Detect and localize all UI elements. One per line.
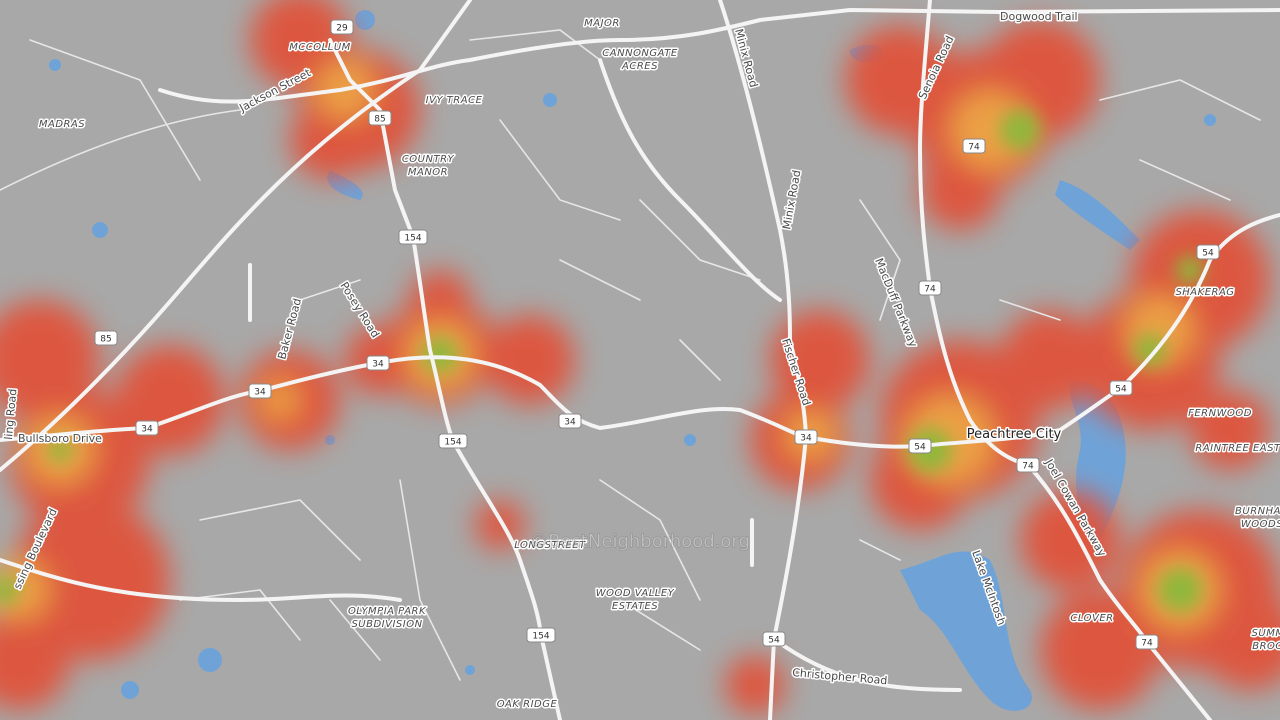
place-label: MCCOLLUM <box>289 42 351 53</box>
city-label: Peachtree City <box>967 427 1062 442</box>
shield-label: 54 <box>1115 385 1127 395</box>
road-label: Dogwood Trail <box>1000 10 1078 23</box>
shields: 29 85 85 154 154 154 34 34 34 34 34 54 54 54 54 74 74 74 7… <box>94 19 1220 650</box>
place-label: FERNWOOD <box>1188 408 1252 419</box>
place-label: OAK RIDGE <box>497 699 558 710</box>
place-label: WOODS <box>1241 519 1280 530</box>
shield <box>368 110 392 126</box>
shield <box>1016 457 1040 473</box>
shield-label: 74 <box>924 285 936 295</box>
shield <box>794 429 818 445</box>
shield <box>1135 634 1159 650</box>
shield <box>94 330 118 346</box>
shield-label: 54 <box>768 636 780 646</box>
place-label: ACRES <box>621 61 658 72</box>
shield <box>558 413 582 429</box>
shield-label: 74 <box>1022 462 1034 472</box>
shield-label: 54 <box>1202 249 1214 259</box>
place-label: COUNTRY <box>402 154 455 165</box>
road-label: ling Road <box>2 388 19 440</box>
place-label: LONGSTREET <box>514 540 586 551</box>
place-label: IVY TRACE <box>426 95 483 106</box>
place-label: MAJOR <box>584 18 620 29</box>
shield-label: 154 <box>404 234 421 244</box>
place-label: RAINTREE EAST <box>1195 443 1280 454</box>
shield <box>908 438 932 454</box>
shield <box>330 19 354 35</box>
shield-label: 34 <box>564 418 576 428</box>
place-label: WOOD VALLEY <box>596 588 675 599</box>
shield-label: 34 <box>800 434 812 444</box>
shield-label: 29 <box>336 24 348 34</box>
shield-label: 85 <box>100 335 111 345</box>
minor-roads <box>0 29 1261 681</box>
place-label: SHAKERAG <box>1175 287 1234 298</box>
road-label: Bullsboro Drive <box>18 432 102 445</box>
shield <box>366 355 390 371</box>
shield-label: 54 <box>914 443 926 453</box>
shield-label: 34 <box>372 360 384 370</box>
place-label: ESTATES <box>612 601 658 612</box>
place-label: MANOR <box>408 167 448 178</box>
shield <box>762 631 786 647</box>
shield-label: 154 <box>532 632 549 642</box>
place-label: BROO <box>1252 641 1280 652</box>
place-label: CANNONGATE <box>602 48 678 59</box>
place-label: MADRAS <box>39 119 85 130</box>
shield <box>135 420 159 436</box>
shield <box>962 138 986 154</box>
shield-label: 74 <box>968 143 980 153</box>
place-label: CLOVER <box>1070 613 1113 624</box>
place-label: OLYMPIA PARK <box>348 606 427 617</box>
shield <box>248 383 272 399</box>
shield-label: 74 <box>1141 639 1153 649</box>
shield-label: 34 <box>254 388 266 398</box>
place-label: SUMM <box>1252 628 1280 639</box>
shield <box>1196 244 1220 260</box>
shield <box>398 229 428 245</box>
shield-label: 154 <box>444 438 461 448</box>
shield-label: 85 <box>374 115 385 125</box>
shield <box>526 627 556 643</box>
place-label: BURNHA <box>1235 506 1280 517</box>
shield-label: 34 <box>141 425 153 435</box>
shield <box>918 280 942 296</box>
place-label: SUBDIVISION <box>351 619 422 630</box>
shield <box>1109 380 1133 396</box>
watermark: ©BestNeighborhood.org <box>530 531 750 552</box>
shield <box>438 433 468 449</box>
